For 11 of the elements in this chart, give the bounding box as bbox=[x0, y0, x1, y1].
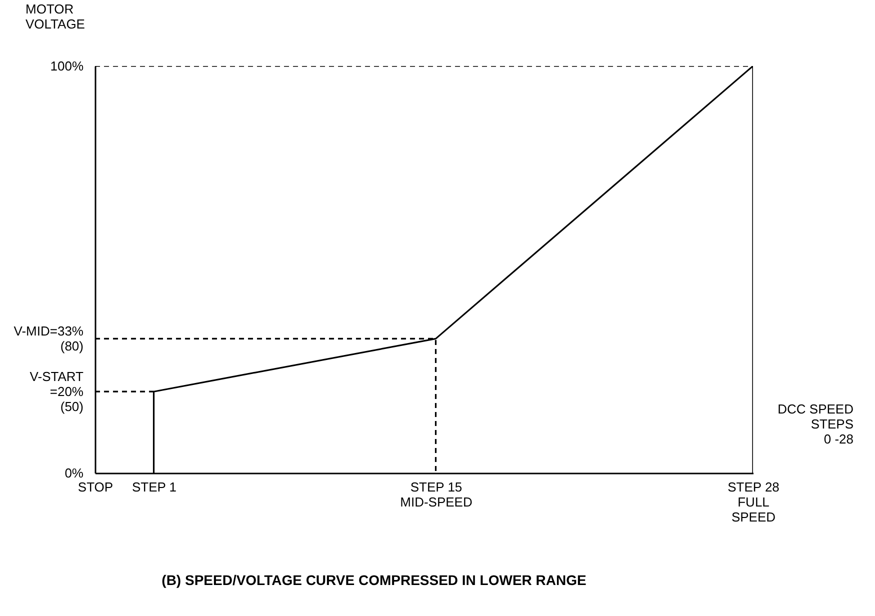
x-tick-label: STOP bbox=[78, 480, 114, 494]
y-tick-label: 100% bbox=[50, 58, 84, 74]
x-axis-title: DCC SPEED STEPS 0 -28 bbox=[778, 402, 854, 446]
y-tick-label: V-START =20% (50) bbox=[30, 369, 84, 414]
text: (B) SPEED/VOLTAGE CURVE COMPRESSED IN LOWER RANGE bbox=[162, 572, 586, 588]
x-tick-label: STEP 1 bbox=[132, 480, 177, 494]
y-tick-label: V-MID=33% (80) bbox=[14, 324, 84, 354]
x-tick-label: STEP 28 FULL SPEED bbox=[728, 480, 780, 524]
y-tick-label: 0% bbox=[64, 466, 84, 480]
x-tick-label: STEP 15 MID-SPEED bbox=[400, 480, 472, 510]
y-axis-title: MOTOR VOLTAGE bbox=[26, 2, 86, 32]
